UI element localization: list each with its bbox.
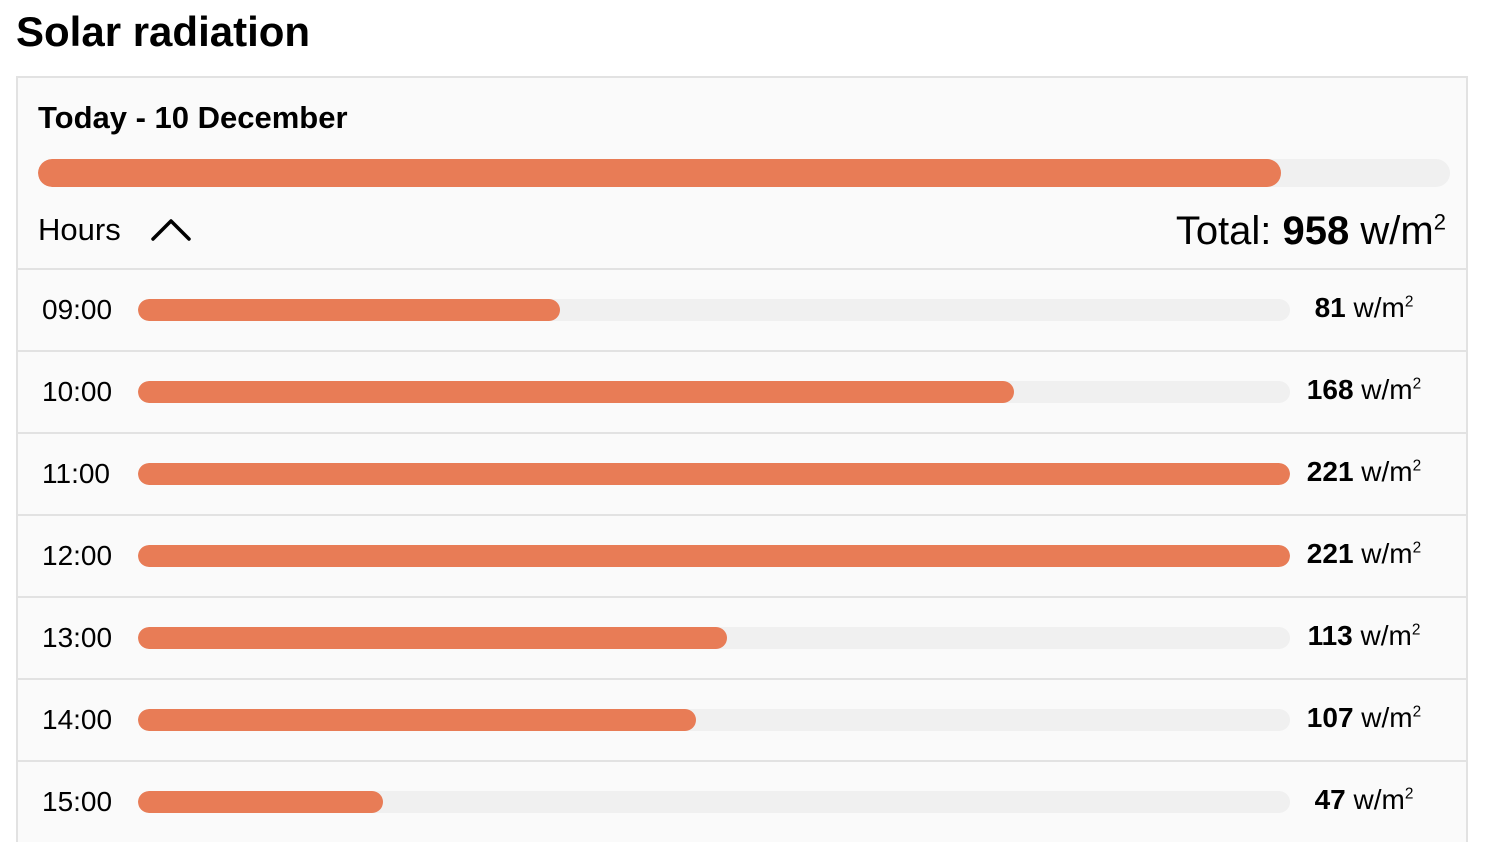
hour-value: 81 w/m2 bbox=[1294, 290, 1434, 326]
hour-time: 10:00 bbox=[42, 376, 113, 407]
hour-value-unit-exponent: 2 bbox=[1412, 539, 1422, 557]
hour-value-unit-exponent: 2 bbox=[1412, 703, 1422, 721]
hour-bar-fill bbox=[138, 299, 560, 321]
hour-value-number: 221 bbox=[1306, 456, 1354, 487]
hour-value-number: 81 bbox=[1314, 292, 1346, 323]
hour-bar-track bbox=[138, 791, 1290, 813]
hour-value-unit: w/m bbox=[1361, 702, 1413, 733]
hour-row: 11:00 221 w/m2 bbox=[18, 434, 1466, 516]
day-summary: Today - 10 December Hours Total: 958 w/m… bbox=[18, 78, 1466, 270]
total-readout: Total: 958 w/m2 bbox=[1176, 208, 1446, 254]
hour-row: 15:00 47 w/m2 bbox=[18, 762, 1466, 842]
hour-bar-fill bbox=[138, 709, 696, 731]
chevron-up-icon[interactable] bbox=[149, 215, 193, 245]
hour-value-number: 47 bbox=[1314, 784, 1346, 815]
hour-bar-track bbox=[138, 299, 1290, 321]
hour-value: 107 w/m2 bbox=[1294, 700, 1434, 736]
page-title: Solar radiation bbox=[16, 8, 311, 55]
hour-value-unit: w/m bbox=[1361, 538, 1413, 569]
hour-value-unit-exponent: 2 bbox=[1404, 785, 1414, 803]
hour-value-unit-exponent: 2 bbox=[1411, 621, 1421, 639]
hour-time: 14:00 bbox=[42, 704, 113, 735]
hour-bar-fill bbox=[138, 791, 384, 813]
hours-label: Hours bbox=[38, 212, 121, 247]
hour-value: 168 w/m2 bbox=[1294, 372, 1434, 408]
hour-row: 10:00 168 w/m2 bbox=[18, 352, 1466, 434]
hour-value-number: 168 bbox=[1306, 374, 1354, 405]
total-unit: w/m bbox=[1360, 209, 1434, 253]
hour-bar-fill bbox=[138, 627, 727, 649]
hour-value-number: 113 bbox=[1307, 620, 1353, 651]
hour-value-unit-exponent: 2 bbox=[1412, 457, 1422, 475]
hour-value-unit: w/m bbox=[1361, 456, 1413, 487]
total-value: 958 bbox=[1282, 209, 1350, 253]
hour-value-unit-exponent: 2 bbox=[1404, 293, 1414, 311]
total-unit-exponent: 2 bbox=[1433, 209, 1446, 235]
hourly-list: 09:00 81 w/m2 10:00 168 w/m2 11:00 221 w/m2 12… bbox=[18, 270, 1466, 842]
hour-bar-track bbox=[138, 381, 1290, 403]
hour-bar-track bbox=[138, 627, 1290, 649]
hours-toggle[interactable]: Hours bbox=[38, 206, 193, 254]
hour-time: 09:00 bbox=[42, 294, 113, 325]
hour-bar-track bbox=[138, 463, 1290, 485]
hour-value-number: 107 bbox=[1306, 702, 1354, 733]
hour-value-unit: w/m bbox=[1353, 292, 1405, 323]
hour-bar-track bbox=[138, 545, 1290, 567]
hour-time: 15:00 bbox=[42, 786, 113, 817]
hour-bar-fill bbox=[138, 545, 1290, 567]
hour-bar-fill bbox=[138, 463, 1290, 485]
hour-value-unit: w/m bbox=[1360, 620, 1412, 651]
solar-radiation-card: Today - 10 December Hours Total: 958 w/m… bbox=[16, 76, 1468, 842]
hour-bar-track bbox=[138, 709, 1290, 731]
hour-row: 13:00 113 w/m2 bbox=[18, 598, 1466, 680]
day-progress-track bbox=[38, 159, 1450, 187]
hour-value: 221 w/m2 bbox=[1294, 454, 1434, 490]
hour-row: 09:00 81 w/m2 bbox=[18, 270, 1466, 352]
hour-value-unit-exponent: 2 bbox=[1412, 375, 1422, 393]
total-label: Total: bbox=[1175, 209, 1272, 253]
hour-time: 13:00 bbox=[42, 622, 113, 653]
hour-time: 11:00 bbox=[42, 458, 110, 489]
hour-bar-fill bbox=[138, 381, 1014, 403]
hour-time: 12:00 bbox=[42, 540, 113, 571]
hour-value-unit: w/m bbox=[1353, 784, 1405, 815]
hour-row: 14:00 107 w/m2 bbox=[18, 680, 1466, 762]
hour-row: 12:00 221 w/m2 bbox=[18, 516, 1466, 598]
hour-value: 47 w/m2 bbox=[1294, 782, 1434, 818]
hour-value-number: 221 bbox=[1306, 538, 1354, 569]
hour-value: 221 w/m2 bbox=[1294, 536, 1434, 572]
day-progress-fill bbox=[38, 159, 1281, 187]
hour-value-unit: w/m bbox=[1361, 374, 1413, 405]
day-title: Today - 10 December bbox=[38, 100, 348, 135]
hour-value: 113 w/m2 bbox=[1294, 618, 1434, 654]
